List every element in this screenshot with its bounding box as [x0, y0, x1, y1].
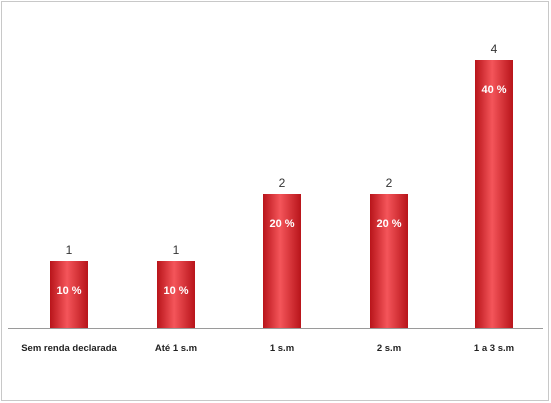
bar-value-label: 4	[491, 42, 498, 56]
bar-4	[370, 194, 408, 328]
category-label: 1 a 3 s.m	[474, 343, 514, 354]
bar-value-label: 1	[173, 243, 180, 257]
bar-percent-label: 20 %	[376, 218, 401, 230]
bar-value-label: 1	[66, 243, 73, 257]
bar-percent-label: 20 %	[269, 218, 294, 230]
category-labels-group: Sem renda declarada Até 1 s.m 1 s.m 2 s.m 1 …	[21, 343, 514, 354]
bar-percent-label: 10 %	[56, 285, 81, 297]
category-label: 2 s.m	[377, 343, 401, 354]
bar-2	[157, 261, 195, 328]
bar-value-label: 2	[279, 176, 286, 190]
category-label: 1 s.m	[270, 343, 294, 354]
category-label: Sem renda declarada	[21, 343, 117, 354]
bar-5	[475, 60, 513, 328]
bar-value-label: 2	[386, 176, 393, 190]
bar-1	[50, 261, 88, 328]
bar-percent-label: 10 %	[163, 285, 188, 297]
bar-percent-label: 40 %	[481, 84, 506, 96]
bar-3	[263, 194, 301, 328]
category-label: Até 1 s.m	[155, 343, 197, 354]
bars-group: 1 10 % 1 10 % 2 20 % 2 20 % 4 40 %	[50, 42, 513, 328]
